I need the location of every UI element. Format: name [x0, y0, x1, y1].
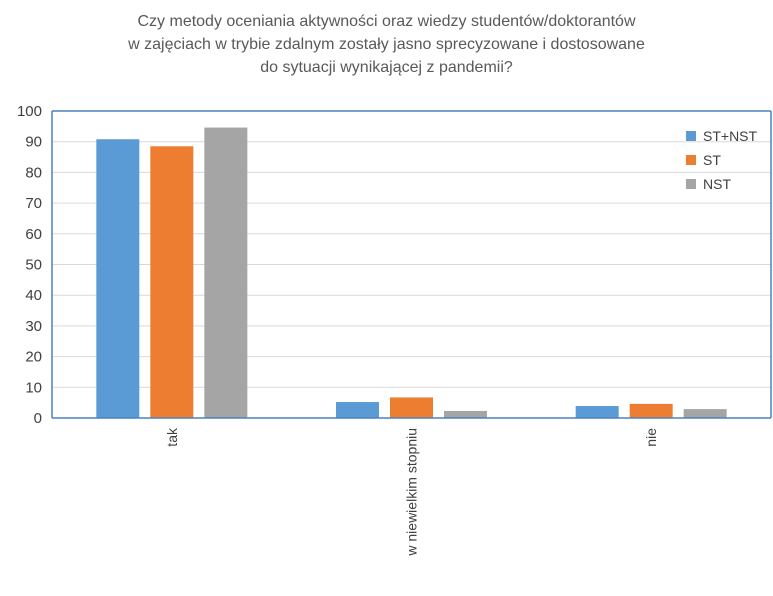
y-tick-label: 50: [25, 257, 42, 274]
y-tick-label: 80: [25, 164, 42, 181]
y-tick-label: 20: [25, 349, 42, 366]
legend-swatch: [686, 131, 696, 141]
y-tick-label: 100: [17, 103, 42, 120]
bar-nst-0: [204, 127, 248, 418]
chart-title-line-3: do sytuacji wynikającej z pandemii?: [260, 59, 513, 76]
bar-st-0: [150, 146, 194, 418]
bar-st-1: [390, 397, 433, 418]
chart-title: Czy metody oceniania aktywności oraz wie…: [0, 10, 773, 79]
bar-nst-2: [683, 409, 727, 418]
bar-st-nst-2: [575, 406, 619, 418]
y-tick-label: 10: [25, 379, 42, 396]
y-tick-label: 0: [34, 410, 42, 427]
bar-st-nst-0: [96, 139, 140, 418]
bar-nst-1: [444, 410, 487, 418]
y-tick-label: 70: [25, 195, 42, 212]
category-label: nie: [643, 428, 659, 447]
legend-label: ST+NST: [703, 128, 758, 144]
legend-label: ST: [703, 152, 721, 168]
y-tick-label: 60: [25, 226, 42, 243]
y-tick-label: 30: [25, 318, 42, 335]
y-tick-label: 90: [25, 134, 42, 151]
category-label: tak: [164, 427, 180, 447]
chart-title-line-2: w zajęciach w trybie zdalnym zostały jas…: [128, 36, 645, 53]
legend-swatch: [686, 155, 696, 165]
category-label: w niewielkim stopniu: [404, 428, 420, 557]
bar-st-2: [629, 403, 673, 418]
chart-title-line-1: Czy metody oceniania aktywności oraz wie…: [137, 13, 636, 30]
legend-swatch: [686, 179, 696, 189]
legend-label: NST: [703, 176, 731, 192]
bar-st-nst-1: [336, 402, 379, 418]
y-tick-label: 40: [25, 287, 42, 304]
